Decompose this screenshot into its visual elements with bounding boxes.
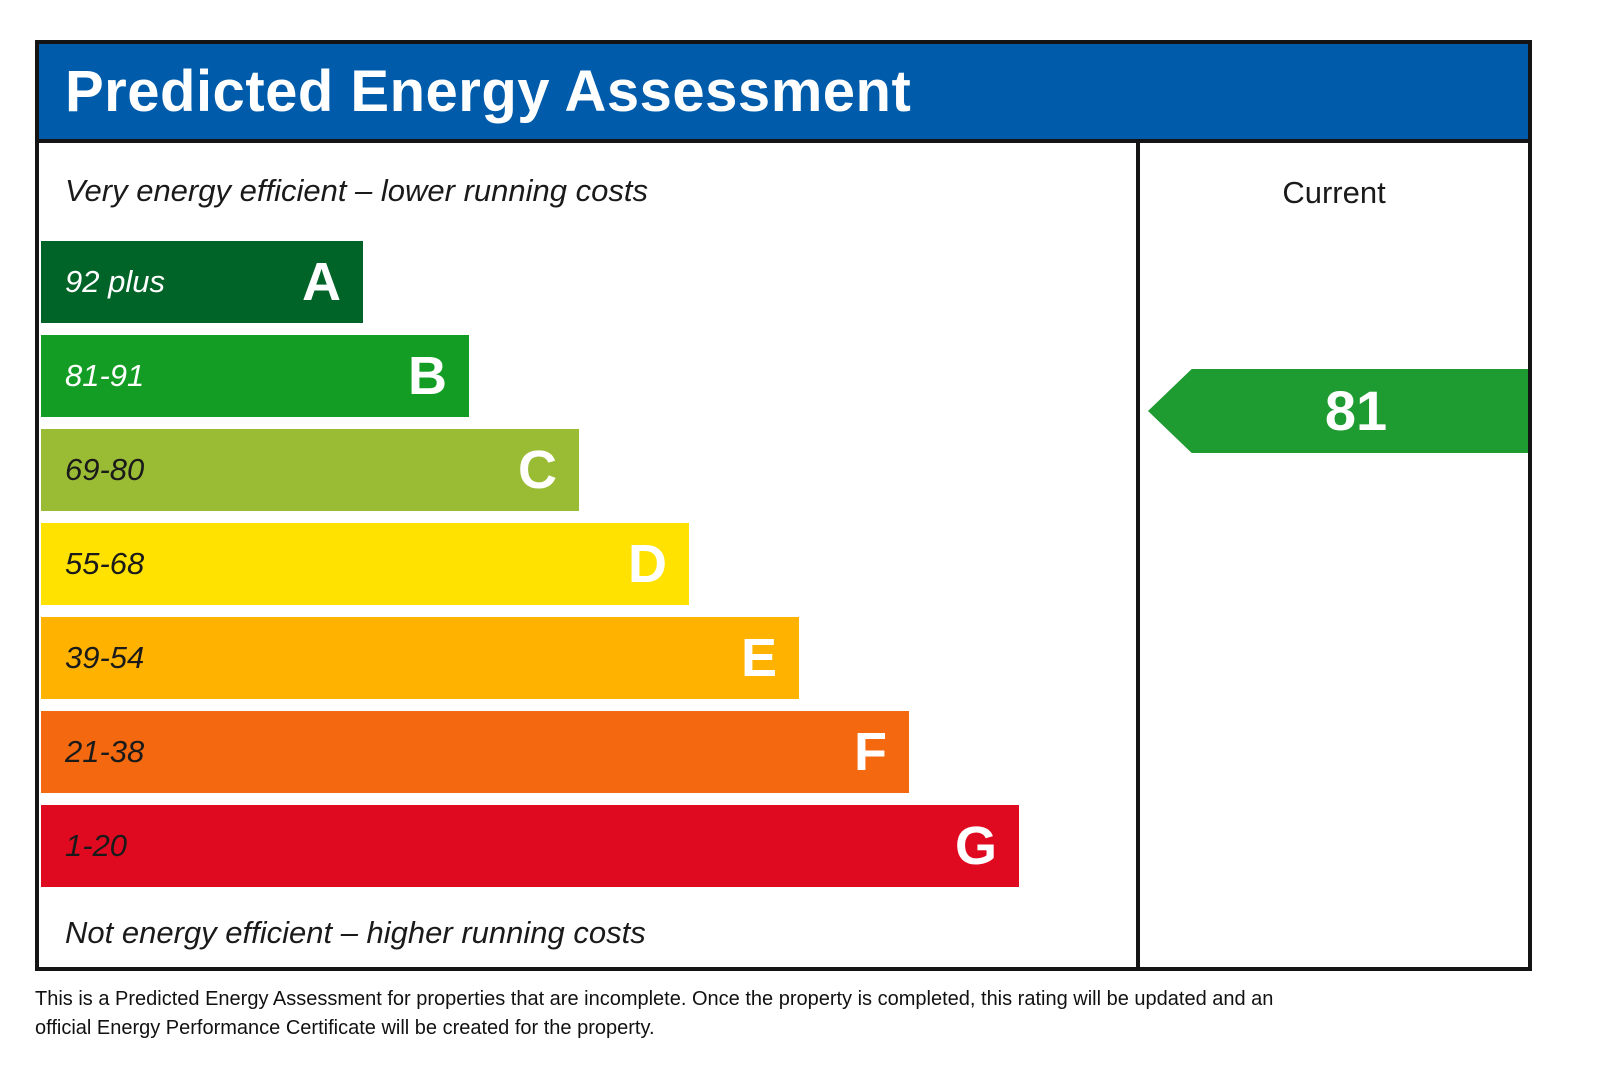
epc-body: Very energy efficient – lower running co… (39, 143, 1528, 967)
band-row-A: 92 plus A (41, 241, 1136, 323)
band-range-label: 21-38 (65, 734, 145, 769)
band-row-B: 81-91 B (41, 335, 1136, 417)
band-letter: D (628, 534, 667, 594)
band-range-label: 55-68 (65, 546, 145, 581)
band-letter: E (740, 628, 777, 688)
band-bar: 69-80 C (41, 429, 579, 511)
rating-bands: 92 plus A 81-91 B 69-80 C 55-68 D 39-54 … (41, 241, 1136, 899)
band-row-D: 55-68 D (41, 523, 1136, 605)
band-row-G: 1-20 G (41, 805, 1136, 887)
band-bar: 39-54 E (41, 617, 799, 699)
page-title: Predicted Energy Assessment (65, 59, 912, 124)
band-letter: F (854, 722, 887, 782)
band-bar: 1-20 G (41, 805, 1019, 887)
band-bar: 55-68 D (41, 523, 689, 605)
band-bar: 92 plus A (41, 241, 363, 323)
band-range-label: 81-91 (65, 358, 145, 393)
band-range-label: 39-54 (65, 640, 145, 675)
band-row-F: 21-38 F (41, 711, 1136, 793)
footer-disclaimer: This is a Predicted Energy Assessment fo… (35, 988, 1274, 1039)
band-letter: G (954, 816, 997, 876)
current-rating-value: 81 (1324, 379, 1388, 442)
band-letter: C (518, 440, 557, 500)
band-letter: A (302, 252, 341, 312)
band-bar: 81-91 B (41, 335, 469, 417)
band-range-label: 1-20 (65, 828, 128, 863)
current-column-title: Current (1282, 175, 1386, 210)
band-range-label: 92 plus (65, 264, 165, 299)
not-efficient-note: Not energy efficient – higher running co… (65, 915, 646, 950)
band-range-label: 69-80 (65, 452, 145, 487)
band-bar: 21-38 F (41, 711, 909, 793)
very-efficient-note: Very energy efficient – lower running co… (65, 173, 648, 208)
epc-box: Predicted Energy Assessment Very energy … (35, 40, 1532, 971)
band-row-C: 69-80 C (41, 429, 1136, 511)
current-rating-arrow: 81 (1148, 369, 1528, 453)
current-rating-panel: Current 81 (1136, 143, 1528, 967)
band-letter: B (408, 346, 447, 406)
band-row-E: 39-54 E (41, 617, 1136, 699)
rating-chart-panel: Very energy efficient – lower running co… (39, 143, 1136, 967)
epc-header: Predicted Energy Assessment (39, 44, 1528, 143)
